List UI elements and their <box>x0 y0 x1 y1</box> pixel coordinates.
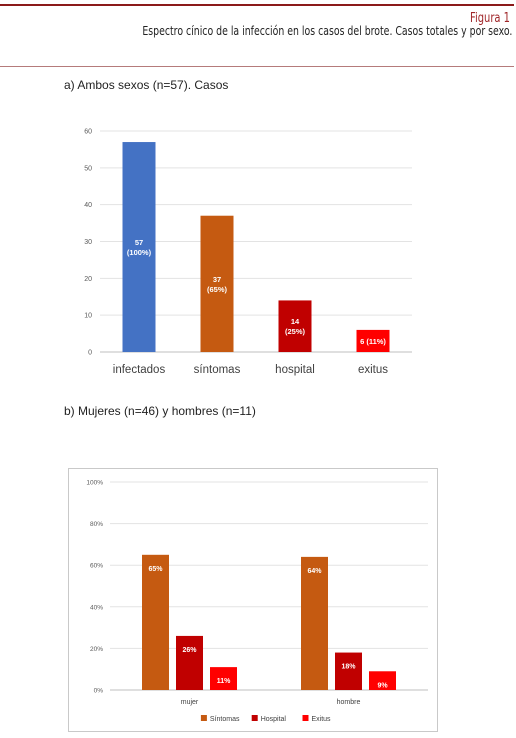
chart-b-legend-swatch <box>200 715 207 721</box>
chart-b-x-tick: mujer <box>181 699 199 706</box>
chart-a-bar <box>356 329 390 352</box>
chart-b-legend-label: Exitus <box>312 716 332 723</box>
chart-a-bar <box>278 300 312 352</box>
chart-a-data-label: 57 <box>135 238 143 247</box>
figure-title: Espectro cínico de la infección en los c… <box>141 24 512 38</box>
chart-a-y-tick: 40 <box>84 202 92 209</box>
chart-b-frame <box>68 468 438 732</box>
chart-b-legend-swatch <box>302 715 309 721</box>
chart-b-y-tick: 100% <box>86 480 103 487</box>
figure-label: Figura 1 <box>470 11 510 26</box>
chart-b-data-label: 18% <box>341 664 356 671</box>
chart-a-data-label: (25%) <box>285 327 306 336</box>
chart-b-bar <box>210 667 237 690</box>
chart-b-data-label: 64% <box>307 568 322 575</box>
chart-a-y-tick: 50 <box>84 165 92 172</box>
chart-a-bar <box>200 215 234 352</box>
chart-b-legend-label: Síntomas <box>210 716 240 723</box>
chart-b-legend-swatch <box>251 715 258 721</box>
chart-b-y-tick: 40% <box>90 604 103 611</box>
chart-a-data-label: (65%) <box>207 285 228 294</box>
chart-b-data-label: 9% <box>377 682 388 689</box>
chart-b-data-label: 26% <box>182 647 197 654</box>
chart-a-y-tick: 20 <box>84 276 92 283</box>
chart-b-bar <box>142 554 169 690</box>
header-divider <box>0 66 514 67</box>
chart-a-x-tick: exitus <box>358 364 388 376</box>
chart-b-y-tick: 20% <box>90 646 103 653</box>
chart-b-bar <box>176 635 203 690</box>
chart-b-y-tick: 80% <box>90 521 103 528</box>
chart-a-x-tick: hospital <box>275 364 315 376</box>
chart-a-y-tick: 60 <box>84 129 92 136</box>
chart-b-data-label: 65% <box>148 566 163 573</box>
chart-b-bar <box>335 652 362 690</box>
chart-a-y-tick: 30 <box>84 239 92 246</box>
chart-b-y-tick: 60% <box>90 563 103 570</box>
chart-b-bar <box>301 556 328 690</box>
top-rule <box>0 4 514 6</box>
chart-a-data-label: 37 <box>213 275 221 284</box>
chart-b-bar <box>369 671 396 690</box>
chart-b-x-tick: hombre <box>337 699 361 706</box>
chart-a-data-label: (100%) <box>127 248 152 257</box>
chart-b-data-label: 11% <box>217 678 231 685</box>
chart-a-x-tick: infectados <box>113 364 166 376</box>
chart-b-title: b) Mujeres (n=46) y hombres (n=11) <box>64 404 256 418</box>
chart-a-data-label: 6 (11%) <box>360 337 386 346</box>
chart-a-y-tick: 10 <box>84 313 92 320</box>
chart-a-bar <box>122 142 156 352</box>
chart-b-y-tick: 0% <box>94 688 104 695</box>
chart-a-x-tick: síntomas <box>194 364 241 376</box>
chart-a-data-label: 14 <box>291 317 300 326</box>
chart-b-legend-label: Hospital <box>261 716 287 723</box>
chart-a-title: a) Ambos sexos (n=57). Casos <box>64 78 229 92</box>
chart-a-y-tick: 0 <box>88 350 92 357</box>
